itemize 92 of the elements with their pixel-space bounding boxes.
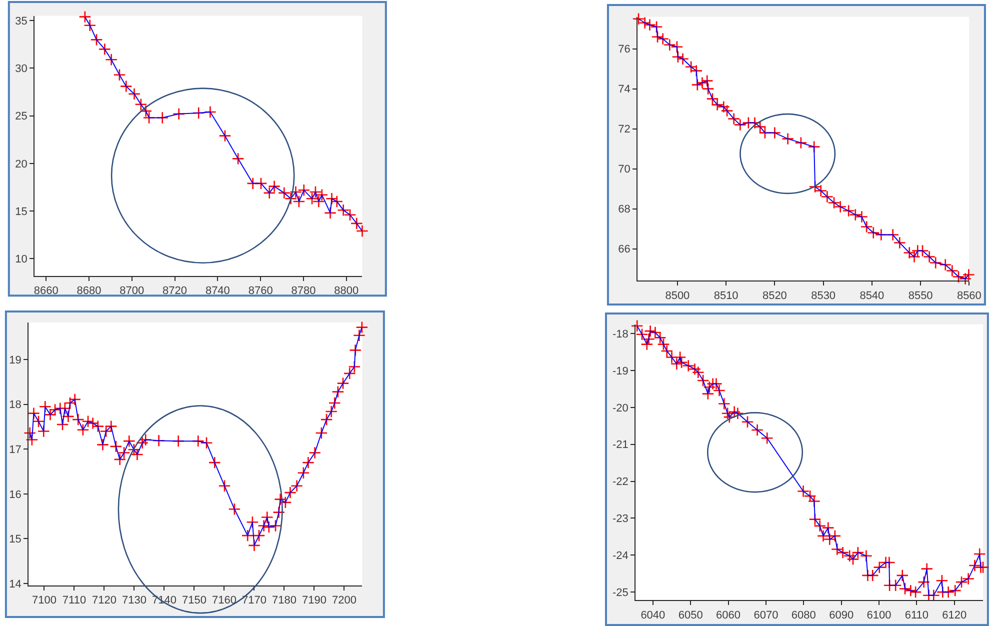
point [90,33,103,46]
x-tick-label: 7150 [182,594,206,606]
y-tick-label: 10 [15,253,28,266]
y-tick-label: 66 [618,244,630,256]
x-tick-label: 6110 [904,609,929,622]
point [643,18,656,32]
x-tick-label: 6120 [942,609,967,622]
x-tick-label: 6100 [866,609,892,622]
point [874,228,888,242]
point [672,50,684,64]
y-tick-label: 19 [9,354,22,366]
y-tick-label: 14 [9,578,22,590]
y-tick-label: -18 [612,328,628,340]
point [768,126,781,140]
point [782,132,794,146]
x-tick-label: 8660 [34,284,58,297]
point [105,53,118,66]
y-tick-label: 16 [9,488,22,501]
x-tick-label: 8780 [291,284,316,297]
y-tick-label: -24 [612,550,628,562]
y-tick-label: 72 [618,124,630,136]
point [298,184,310,196]
x-tick-label: 8700 [120,284,144,297]
x-tick-label: 8800 [334,284,359,297]
point [676,52,690,66]
x-tick-label: 7120 [92,594,116,606]
y-tick-label: -20 [612,402,628,414]
x-tick-label: 7100 [32,594,56,606]
x-tick-label: 8760 [248,284,273,297]
y-tick-label: -21 [612,439,628,452]
x-tick-label: 8540 [860,290,884,302]
line-series [84,16,362,232]
x-tick-label: 6060 [716,609,741,622]
x-tick-label: 7200 [332,594,356,606]
point [263,186,276,200]
point [855,210,868,224]
point [98,42,111,56]
y-tick-label: 30 [15,63,28,76]
point [156,111,169,124]
x-tick-label: 6050 [678,609,703,622]
x-tick-label: 6080 [791,609,816,622]
point [232,152,244,165]
point [268,180,281,193]
y-tick-label: -25 [612,586,628,599]
point [794,136,808,150]
y-tick-label: 18 [9,399,22,412]
x-tick-label: 7130 [122,594,146,606]
x-tick-label: 8680 [76,284,102,297]
point [717,100,730,114]
x-tick-label: 8560 [956,290,982,302]
point [289,186,302,198]
y-tick-label: 35 [15,15,28,28]
point [651,30,664,44]
x-tick-label: 8720 [162,284,188,297]
x-tick-label: 6090 [829,609,854,622]
point [691,78,704,92]
x-tick-label: 7110 [62,594,86,606]
point [292,195,306,208]
y-tick-label: 74 [618,84,630,96]
point [218,130,232,142]
x-tick-label: 7190 [302,594,326,606]
y-tick-label: 20 [15,158,28,170]
y-tick-label: 68 [618,204,630,216]
y-tick-label: 15 [9,534,22,546]
point [172,108,186,120]
x-tick-label: 8530 [811,290,836,302]
point [700,74,714,88]
y-tick-label: 17 [9,444,22,456]
x-tick-label: 7170 [242,594,266,606]
y-tick-label: -19 [612,365,628,378]
x-tick-label: 8510 [714,290,738,302]
y-tick-label: -22 [612,476,628,488]
x-tick-label: 7160 [212,594,236,606]
x-tick-label: 8520 [762,290,787,302]
x-tick-label: 8740 [205,284,230,297]
point [113,68,126,82]
point [650,20,663,34]
y-tick-label: 76 [618,44,630,56]
x-tick-label: 6040 [640,609,666,622]
point [962,268,975,281]
point [670,40,684,54]
x-tick-label: 8550 [908,290,933,302]
point [324,206,337,220]
y-tick-label: 15 [15,206,28,218]
x-tick-label: 6070 [754,609,778,622]
y-tick-label: 25 [15,110,28,123]
point [204,106,216,118]
x-tick-label: 7180 [272,594,296,606]
point [959,272,972,285]
y-tick-label: 70 [618,164,630,176]
x-tick-label: 8500 [665,290,690,302]
y-tick-label: -23 [612,513,628,526]
